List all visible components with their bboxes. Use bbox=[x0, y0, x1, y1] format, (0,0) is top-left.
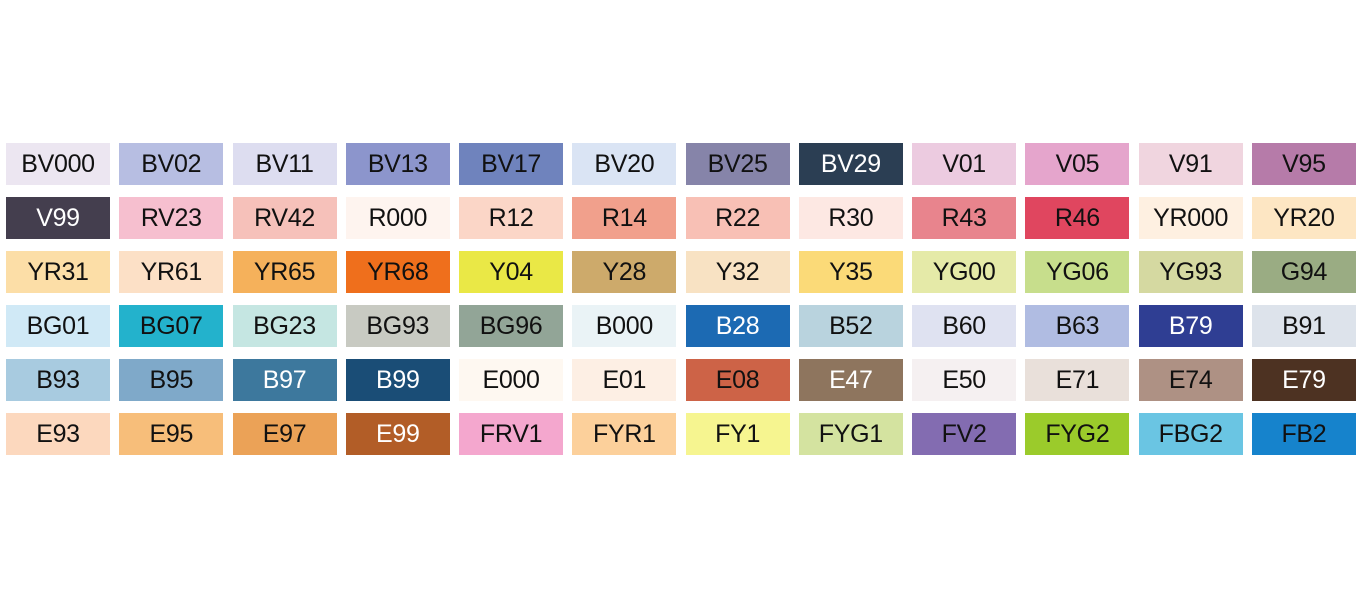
color-swatch-v05: V05 bbox=[1025, 143, 1130, 185]
color-swatch-bv000: BV000 bbox=[6, 143, 110, 185]
color-swatch-b99: B99 bbox=[345, 359, 450, 401]
color-swatch-e79: E79 bbox=[1251, 359, 1356, 401]
color-swatch-e97: E97 bbox=[232, 413, 337, 455]
color-swatch-r14: R14 bbox=[572, 197, 677, 239]
color-swatch-r12: R12 bbox=[459, 197, 564, 239]
color-swatch-bv25: BV25 bbox=[685, 143, 790, 185]
color-swatch-yr61: YR61 bbox=[119, 251, 224, 293]
color-swatch-frv1: FRV1 bbox=[459, 413, 564, 455]
color-swatch-r000: R000 bbox=[345, 197, 450, 239]
color-swatch-yr65: YR65 bbox=[232, 251, 337, 293]
color-swatch-yr68: YR68 bbox=[345, 251, 450, 293]
color-swatch-yr31: YR31 bbox=[6, 251, 110, 293]
color-swatch-yr20: YR20 bbox=[1251, 197, 1356, 239]
color-swatch-fv2: FV2 bbox=[912, 413, 1017, 455]
color-swatch-bv11: BV11 bbox=[232, 143, 337, 185]
color-swatch-r30: R30 bbox=[798, 197, 903, 239]
color-swatch-b95: B95 bbox=[119, 359, 224, 401]
color-swatch-e74: E74 bbox=[1138, 359, 1243, 401]
color-swatch-bg07: BG07 bbox=[119, 305, 224, 347]
color-swatch-bv13: BV13 bbox=[345, 143, 450, 185]
color-swatch-r46: R46 bbox=[1025, 197, 1130, 239]
color-swatch-fyg1: FYG1 bbox=[798, 413, 903, 455]
color-swatch-b000: B000 bbox=[572, 305, 677, 347]
color-swatch-bg96: BG96 bbox=[459, 305, 564, 347]
color-swatch-e01: E01 bbox=[572, 359, 677, 401]
color-swatch-e000: E000 bbox=[459, 359, 564, 401]
color-swatch-fy1: FY1 bbox=[685, 413, 790, 455]
color-swatch-b60: B60 bbox=[912, 305, 1017, 347]
color-swatch-r43: R43 bbox=[912, 197, 1017, 239]
color-swatch-e95: E95 bbox=[119, 413, 224, 455]
color-swatch-v99: V99 bbox=[6, 197, 110, 239]
color-swatch-yr000: YR000 bbox=[1138, 197, 1243, 239]
color-swatch-fb2: FB2 bbox=[1251, 413, 1356, 455]
color-swatch-y04: Y04 bbox=[459, 251, 564, 293]
color-swatch-e50: E50 bbox=[912, 359, 1017, 401]
color-swatch-b63: B63 bbox=[1025, 305, 1130, 347]
color-swatch-b28: B28 bbox=[685, 305, 790, 347]
color-swatch-yg00: YG00 bbox=[912, 251, 1017, 293]
color-swatch-e93: E93 bbox=[6, 413, 110, 455]
color-swatch-rv23: RV23 bbox=[119, 197, 224, 239]
color-swatch-b97: B97 bbox=[232, 359, 337, 401]
color-swatch-y35: Y35 bbox=[798, 251, 903, 293]
color-swatch-yg06: YG06 bbox=[1025, 251, 1130, 293]
color-swatch-b93: B93 bbox=[6, 359, 110, 401]
color-swatch-b91: B91 bbox=[1251, 305, 1356, 347]
color-swatch-fyr1: FYR1 bbox=[572, 413, 677, 455]
color-swatch-g94: G94 bbox=[1251, 251, 1356, 293]
color-swatch-b79: B79 bbox=[1138, 305, 1243, 347]
color-swatch-grid: BV000 BV02 BV11 BV13 BV17 BV20 BV25 BV29 V01 V05 V… bbox=[6, 143, 1356, 455]
color-swatch-e08: E08 bbox=[685, 359, 790, 401]
color-swatch-v95: V95 bbox=[1251, 143, 1356, 185]
color-swatch-r22: R22 bbox=[685, 197, 790, 239]
color-swatch-rv42: RV42 bbox=[232, 197, 337, 239]
color-swatch-bv29: BV29 bbox=[798, 143, 903, 185]
color-swatch-bv20: BV20 bbox=[572, 143, 677, 185]
color-swatch-e71: E71 bbox=[1025, 359, 1130, 401]
color-swatch-bg01: BG01 bbox=[6, 305, 110, 347]
color-swatch-bg23: BG23 bbox=[232, 305, 337, 347]
color-swatch-bg93: BG93 bbox=[345, 305, 450, 347]
color-swatch-y28: Y28 bbox=[572, 251, 677, 293]
color-swatch-b52: B52 bbox=[798, 305, 903, 347]
color-swatch-bv17: BV17 bbox=[459, 143, 564, 185]
color-swatch-yg93: YG93 bbox=[1138, 251, 1243, 293]
color-swatch-e47: E47 bbox=[798, 359, 903, 401]
color-swatch-fbg2: FBG2 bbox=[1138, 413, 1243, 455]
color-swatch-fyg2: FYG2 bbox=[1025, 413, 1130, 455]
color-swatch-e99: E99 bbox=[345, 413, 450, 455]
color-swatch-v91: V91 bbox=[1138, 143, 1243, 185]
color-swatch-y32: Y32 bbox=[685, 251, 790, 293]
color-swatch-v01: V01 bbox=[912, 143, 1017, 185]
color-swatch-bv02: BV02 bbox=[119, 143, 224, 185]
